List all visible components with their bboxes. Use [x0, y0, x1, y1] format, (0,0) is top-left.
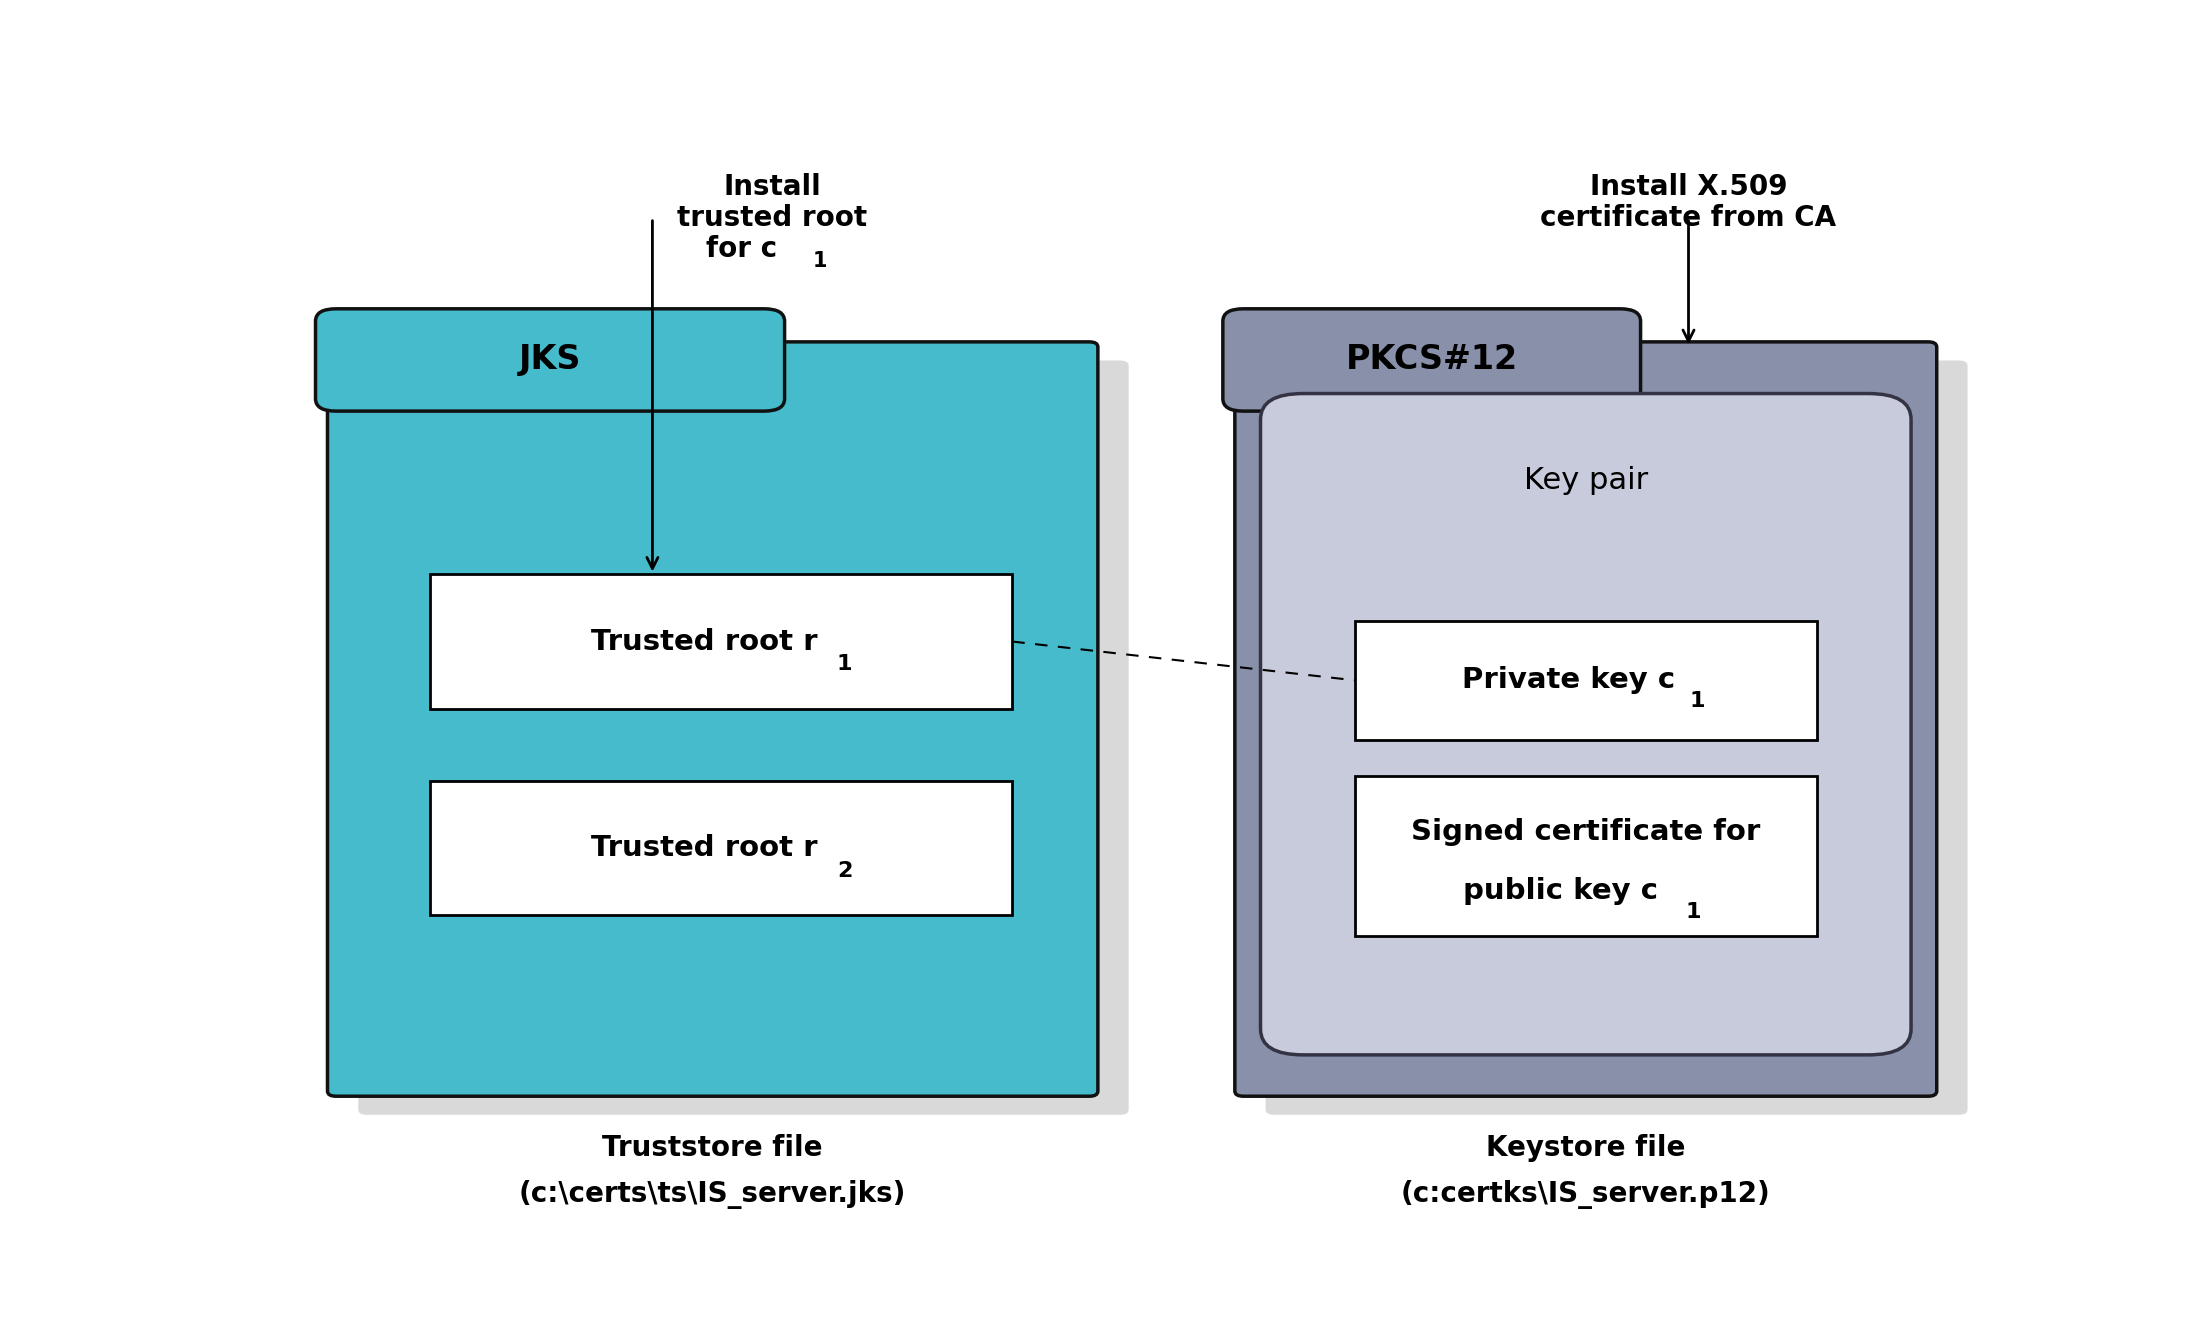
FancyBboxPatch shape — [431, 781, 1012, 915]
Text: PKCS#12: PKCS#12 — [1345, 344, 1518, 377]
FancyBboxPatch shape — [1354, 776, 1816, 937]
FancyBboxPatch shape — [431, 574, 1012, 709]
Text: 1: 1 — [1690, 691, 1705, 711]
FancyBboxPatch shape — [1266, 361, 1968, 1115]
FancyBboxPatch shape — [316, 309, 784, 411]
FancyBboxPatch shape — [358, 361, 1129, 1115]
FancyBboxPatch shape — [1354, 621, 1816, 739]
Text: Keystore file: Keystore file — [1487, 1134, 1685, 1162]
Text: Trusted root r: Trusted root r — [590, 835, 817, 862]
Text: Private key c: Private key c — [1462, 666, 1674, 694]
Text: Key pair: Key pair — [1524, 466, 1648, 495]
FancyBboxPatch shape — [327, 342, 1098, 1096]
Text: 2: 2 — [837, 862, 853, 880]
FancyBboxPatch shape — [1235, 342, 1937, 1096]
Text: 1: 1 — [1685, 902, 1701, 922]
Text: 1: 1 — [837, 655, 853, 674]
Text: Install X.509: Install X.509 — [1590, 173, 1787, 201]
Text: JKS: JKS — [519, 344, 581, 377]
Text: certificate from CA: certificate from CA — [1540, 204, 1836, 232]
Text: (c:certks\IS_server.p12): (c:certks\IS_server.p12) — [1401, 1180, 1772, 1209]
FancyBboxPatch shape — [1224, 309, 1641, 411]
Text: public key c: public key c — [1462, 878, 1657, 906]
Bar — [345, 385, 755, 404]
Text: Truststore file: Truststore file — [603, 1134, 824, 1162]
Bar — [1253, 385, 1613, 404]
Text: for c: for c — [707, 235, 778, 263]
Text: trusted root: trusted root — [678, 204, 868, 232]
Text: Install: Install — [722, 173, 822, 201]
FancyBboxPatch shape — [1261, 393, 1911, 1055]
Text: Trusted root r: Trusted root r — [590, 628, 817, 655]
Text: Signed certificate for: Signed certificate for — [1412, 817, 1761, 845]
Text: 1: 1 — [813, 251, 828, 271]
Text: (c:\certs\ts\IS_server.jks): (c:\certs\ts\IS_server.jks) — [519, 1180, 906, 1209]
